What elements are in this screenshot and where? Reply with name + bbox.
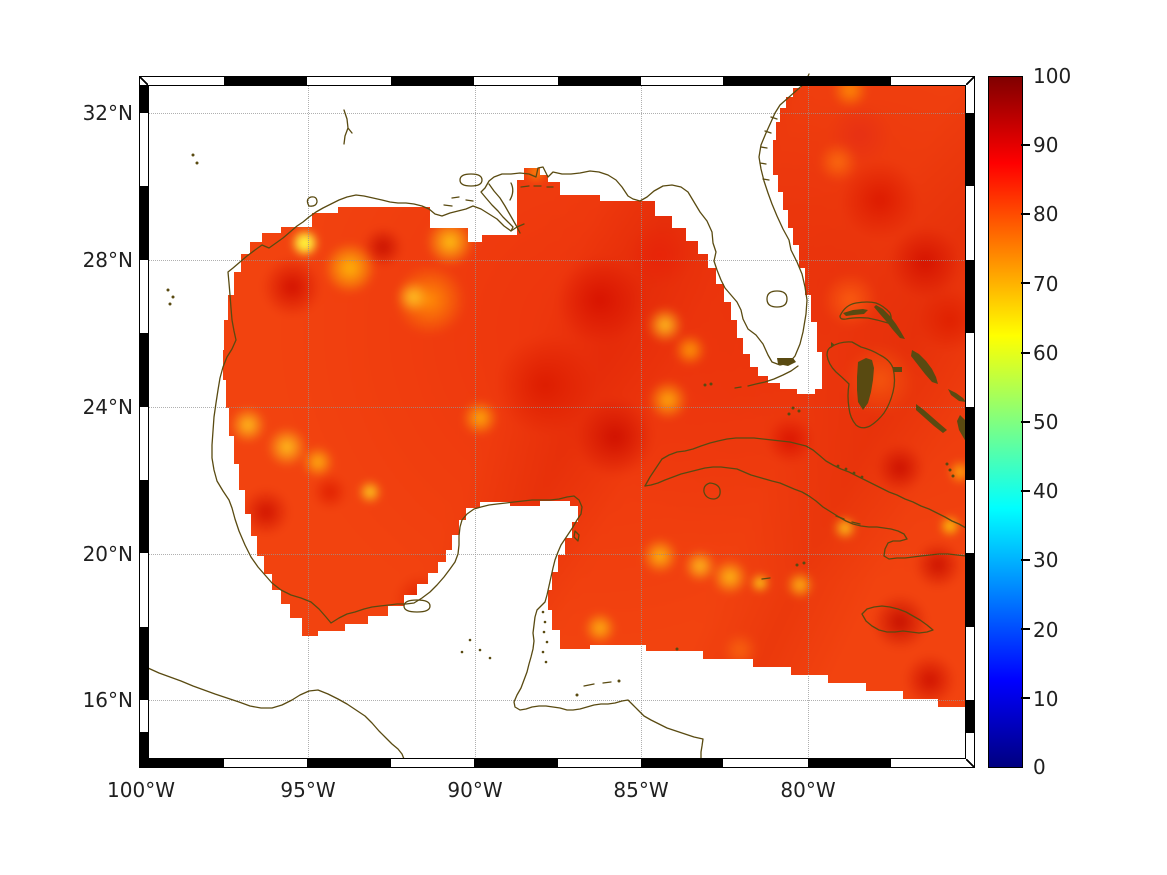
x-tick-label-90w: 90°W (447, 778, 503, 802)
x-tick-label-100w: 100°W (107, 778, 175, 802)
colorbar-label-100: 100 (1033, 64, 1072, 88)
lake-pontchartrain (459, 173, 483, 187)
gridline-32n (148, 113, 966, 114)
frame-right-zebra (966, 85, 975, 759)
colorbar-label-70: 70 (1033, 272, 1059, 296)
gridline-28n (148, 260, 966, 261)
colorbar-tick (1021, 282, 1030, 284)
colorbar-tick (1021, 213, 1030, 215)
gridline-95w (308, 85, 309, 759)
gridline-20n (148, 554, 966, 555)
coastline-pacific-mexico (147, 667, 405, 760)
frame-corner-topleft (139, 76, 148, 85)
campeche-cay-dot (468, 638, 472, 642)
laguna-terminos (403, 599, 431, 613)
gridline-24n (148, 407, 966, 408)
gridline-16n (148, 700, 966, 701)
colorbar-label-30: 30 (1033, 548, 1059, 572)
colorbar-label-60: 60 (1033, 341, 1059, 365)
colorbar-label-50: 50 (1033, 410, 1059, 434)
utila-dot (575, 693, 579, 697)
guanaja-dot (617, 679, 621, 683)
colorbar-tick (1021, 559, 1030, 561)
colorbar-tick (1021, 628, 1030, 630)
colorbar-tick (1021, 144, 1030, 146)
frame-corner-bottomleft (139, 759, 148, 768)
colorbar-label-10: 10 (1033, 687, 1059, 711)
colorbar-tick (1021, 352, 1030, 354)
belize-cay-dot (545, 640, 549, 644)
colorbar-label-90: 90 (1033, 133, 1059, 157)
x-tick-label-80w: 80°W (780, 778, 836, 802)
belize-cay-dot (542, 630, 546, 634)
gridline-85w (641, 85, 642, 759)
toledo-bend-reservoir (343, 109, 353, 145)
campeche-cay-dot (478, 648, 482, 652)
colorbar-tick (1021, 697, 1030, 699)
south-florida-mangroves (777, 358, 796, 366)
campeche-cay-dot (488, 656, 492, 660)
frame-left-zebra (139, 85, 148, 759)
mississippi-delta (443, 183, 525, 234)
frame-bottom-zebra (148, 759, 966, 768)
lake-okeechobee (766, 290, 788, 308)
campeche-cay-dot (460, 650, 464, 654)
frame-corner-topright (966, 76, 975, 85)
colorbar-tick (1021, 421, 1030, 423)
y-tick-label-32n: 32°N (82, 101, 133, 125)
colorbar-label-20: 20 (1033, 618, 1059, 642)
x-tick-label-95w: 95°W (280, 778, 336, 802)
colorbar-tick (1021, 490, 1030, 492)
belize-cay-dot (541, 650, 545, 654)
colorbar-label-0: 0 (1033, 755, 1046, 779)
frame-top-zebra (148, 76, 966, 85)
gridline-80w (808, 85, 809, 759)
texas-coast-dot (166, 288, 170, 292)
colorbar-label-40: 40 (1033, 479, 1059, 503)
belize-cay-dot (544, 660, 548, 664)
texas-coast-dot (171, 295, 175, 299)
y-tick-label-28n: 28°N (82, 248, 133, 272)
colorbar-label-80: 80 (1033, 202, 1059, 226)
texas-coast-dot (168, 302, 172, 306)
honduras-bay-islands (583, 681, 612, 687)
texas-lake-dot (191, 153, 195, 157)
x-tick-label-85w: 85°W (613, 778, 669, 802)
y-tick-label-20n: 20°N (82, 542, 133, 566)
gridline-90w (475, 85, 476, 759)
frame-corner-bottomright (966, 759, 975, 768)
colorbar (988, 76, 1023, 768)
belize-cay-dot (543, 620, 547, 624)
y-tick-label-24n: 24°N (82, 395, 133, 419)
texas-lake-dot (195, 161, 199, 165)
y-tick-label-16n: 16°N (82, 688, 133, 712)
belize-cay-dot (541, 610, 545, 614)
